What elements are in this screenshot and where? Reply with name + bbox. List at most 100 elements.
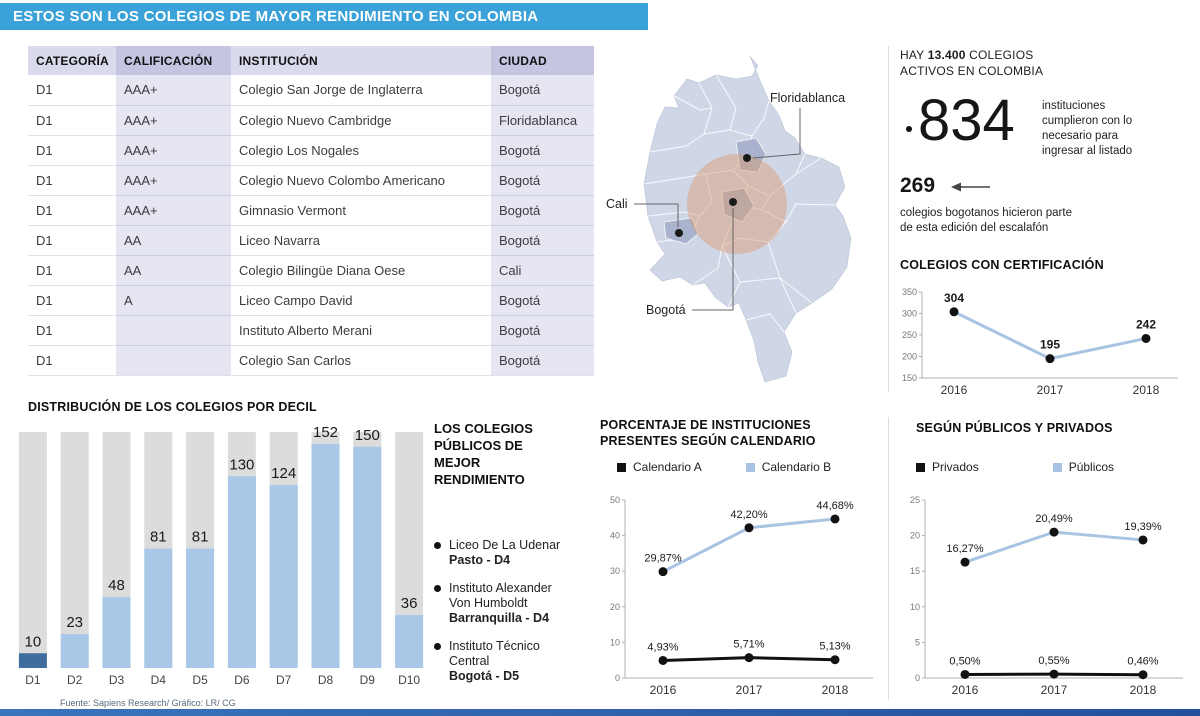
series-line xyxy=(963,530,1145,564)
bar xyxy=(186,548,215,668)
table-cell: D1 xyxy=(28,105,116,136)
city-dot-bogota xyxy=(729,198,737,206)
column-header: CATEGORÍA xyxy=(28,46,116,75)
certification-chart: 150 200 250 300 350 2016 2017 2018 304 195 242 xyxy=(902,287,1178,397)
data-point xyxy=(1138,670,1148,680)
table-cell xyxy=(116,345,231,376)
bullet-icon xyxy=(434,643,441,650)
map-label-bogota: Bogotá xyxy=(646,303,686,317)
decile-bar-chart: 10 D1 23 D2 48 D3 81 D4 81 D5 130 D6 124 D7 152 D8 150 D9… xyxy=(18,424,424,687)
bar-category-label: D5 xyxy=(192,673,208,687)
public-schools-title: LOS COLEGIOS PÚBLICOS DE MEJOR RENDIMIEN… xyxy=(434,421,533,487)
department-cundinamarca xyxy=(721,187,755,223)
bar-value-label: 36 xyxy=(401,595,418,612)
bar-value-label: 124 xyxy=(271,465,296,482)
table-cell: AA xyxy=(116,225,231,256)
legend-label: Privados xyxy=(932,460,979,474)
bar-value-label: 81 xyxy=(192,529,209,546)
table-cell: D1 xyxy=(28,345,116,376)
legend-label: Calendario B xyxy=(761,460,832,474)
school-name: Instituto Alexander Von Humboldt xyxy=(449,581,552,610)
public-school-text: Instituto Alexander Von Humboldt Barranqu… xyxy=(449,581,574,626)
table-cell: Bogotá xyxy=(491,165,594,196)
decile-chart-title: DISTRIBUCIÓN DE LOS COLEGIOS POR DECIL xyxy=(28,400,317,414)
desc-line: de esta edición del escalafón xyxy=(900,222,1049,234)
y-tick-label: 20 xyxy=(610,602,620,612)
y-tick-label: 20 xyxy=(910,531,920,541)
data-point xyxy=(1045,354,1055,364)
value-label: 16,27% xyxy=(946,543,984,555)
table-cell: Bogotá xyxy=(491,195,594,226)
desc-line: colegios bogotanos hicieron parte xyxy=(900,207,1072,219)
y-tick-label: 350 xyxy=(902,287,917,297)
legend-item-privados: Privados xyxy=(916,460,979,474)
ranking-table-head: CATEGORÍA CALIFICACIÓN INSTITUCIÓN CIUDAD xyxy=(28,46,594,75)
secondary-number: 269 xyxy=(900,174,936,197)
table-cell: D1 xyxy=(28,195,116,226)
value-label: 242 xyxy=(1136,317,1156,331)
public-school-text: Instituto Técnico Central Bogotá - D5 xyxy=(449,639,574,684)
publicos-swatch xyxy=(1052,462,1062,472)
table-cell: D1 xyxy=(28,285,116,316)
desc-line: necesario para xyxy=(1042,130,1119,142)
data-point xyxy=(658,655,668,665)
axes xyxy=(622,499,873,679)
bar-category-label: D3 xyxy=(109,673,125,687)
bar xyxy=(144,548,173,668)
x-tick-label: 2017 xyxy=(1041,683,1068,697)
table-cell: D1 xyxy=(28,75,116,106)
table-cell: D1 xyxy=(28,255,116,286)
divider-top xyxy=(888,46,889,392)
legend-item-calendario-a: Calendario A xyxy=(617,460,702,474)
page-title: ESTOS SON LOS COLEGIOS DE MAYOR RENDIMIE… xyxy=(13,8,539,25)
table-row: D1 AAA+ Colegio Los Nogales Bogotá xyxy=(28,135,594,166)
table-row: D1 AAA+ Colegio San Jorge de Inglaterra Bog… xyxy=(28,75,594,106)
value-label: 195 xyxy=(1040,338,1060,352)
bar-category-label: D2 xyxy=(67,673,83,687)
table-row: D1 AA Liceo Navarra Bogotá xyxy=(28,225,594,256)
legend-label: Públicos xyxy=(1068,460,1115,474)
table-cell: Bogotá xyxy=(491,315,594,346)
data-point xyxy=(744,523,754,533)
header-bar: ESTOS SON LOS COLEGIOS DE MAYOR RENDIMIE… xyxy=(0,3,648,30)
table-cell: Colegio Nuevo Colombo Americano xyxy=(231,165,491,196)
bar-value-label: 81 xyxy=(150,529,167,546)
table-cell: D1 xyxy=(28,165,116,196)
city-dot-floridablanca xyxy=(743,154,751,162)
table-cell: Bogotá xyxy=(491,135,594,166)
table-cell: AAA+ xyxy=(116,165,231,196)
table-cell: D1 xyxy=(28,315,116,346)
table-cell: AAA+ xyxy=(116,75,231,106)
y-tick-label: 0 xyxy=(915,673,920,683)
table-cell: Colegio San Jorge de Inglaterra xyxy=(231,75,491,106)
data-point xyxy=(1141,333,1151,343)
calendario-chart-title: PORCENTAJE DE INSTITUCIONES PRESENTES SE… xyxy=(600,418,816,448)
calendario-b-swatch xyxy=(745,462,755,472)
bar-value-label: 23 xyxy=(66,614,83,631)
big-number: 834 xyxy=(918,88,1015,153)
colombia-map: Floridablanca Cali Bogotá xyxy=(606,55,852,383)
public-schools-list: Liceo De La Udenar Pasto - D4 Instituto Al… xyxy=(434,538,574,697)
y-tick-label: 40 xyxy=(610,531,620,541)
desc-line: cumplieron con lo xyxy=(1042,115,1133,127)
legend-item-calendario-b: Calendario B xyxy=(745,460,832,474)
x-tick-label: 2017 xyxy=(736,683,763,697)
active-pre: HAY xyxy=(900,48,928,62)
column-header: CIUDAD xyxy=(491,46,594,75)
map-label-floridablanca: Floridablanca xyxy=(770,91,845,105)
bar-category-label: D1 xyxy=(25,673,41,687)
value-label: 4,93% xyxy=(647,641,678,653)
x-tick-label: 2018 xyxy=(1130,683,1157,697)
bar xyxy=(102,597,131,668)
table-cell: Colegio San Carlos xyxy=(231,345,491,376)
x-tick-label: 2017 xyxy=(1037,383,1064,397)
privados-swatch xyxy=(916,462,925,472)
x-tick-label: 2016 xyxy=(952,683,979,697)
y-tick-label: 15 xyxy=(910,566,920,576)
y-tick-label: 200 xyxy=(902,352,917,362)
y-tick-label: 30 xyxy=(610,566,620,576)
publicos-chart-title: SEGÚN PÚBLICOS Y PRIVADOS xyxy=(916,421,1113,435)
bar-value-label: 150 xyxy=(355,427,380,444)
table-cell: AAA+ xyxy=(116,195,231,226)
table-cell: Colegio Bilingüe Diana Oese xyxy=(231,255,491,286)
